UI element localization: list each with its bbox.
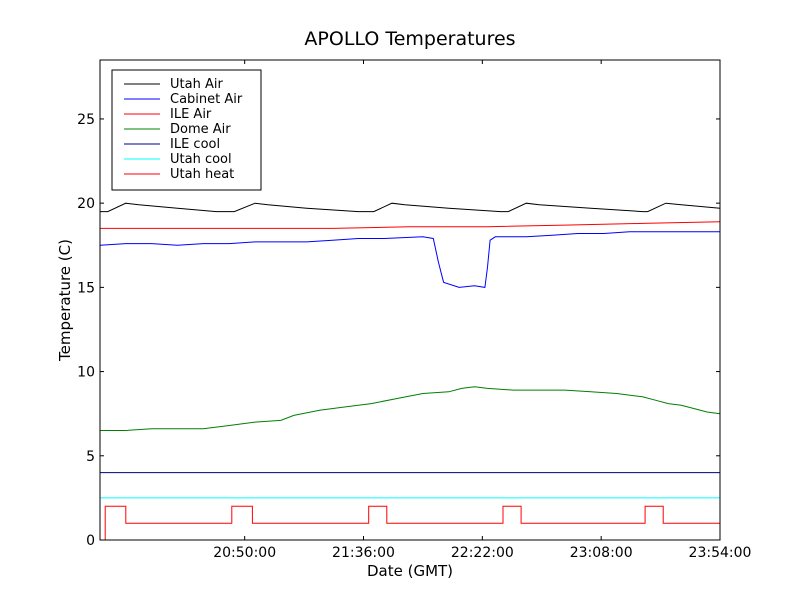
legend-box	[111, 69, 262, 191]
ticks-layer: 20:50:00 21:36:00 22:22:00 23:08:00 23:54:00…	[77, 60, 751, 561]
series-line-ile-air	[100, 221, 721, 229]
y-tick-label: 10	[77, 365, 95, 381]
y-tick-label: 25	[77, 112, 95, 128]
x-tick-label: 23:08:00	[570, 545, 633, 561]
legend-label-cabinet-air: Cabinet Air	[170, 92, 243, 107]
series-line-dome-air	[100, 386, 721, 431]
series-line-utah-air	[100, 202, 721, 213]
series-layer	[99, 202, 721, 540]
y-tick-label: 5	[86, 449, 95, 465]
series-line-cabinet-air	[99, 231, 720, 288]
legend-label-dome-air: Dome Air	[170, 122, 231, 137]
series-line-utah-heat	[104, 505, 720, 540]
plot-frame	[99, 59, 721, 541]
legend-label-ile-air: ILE Air	[170, 107, 212, 122]
x-tick-label: 21:36:00	[332, 545, 395, 561]
x-axis-label: Date (GMT)	[367, 562, 453, 580]
y-tick-label: 15	[77, 280, 95, 296]
legend-label-ile-cool: ILE cool	[170, 137, 220, 152]
x-tick-label: 22:22:00	[451, 545, 514, 561]
legend-label-utah-cool: Utah cool	[170, 152, 232, 167]
legend-label-utah-heat: Utah heat	[170, 167, 234, 182]
chart-title: APOLLO Temperatures	[304, 28, 515, 50]
x-tick-label: 23:54:00	[689, 545, 752, 561]
y-tick-label: 0	[86, 533, 95, 549]
x-tick-label: 20:50:00	[213, 545, 276, 561]
legend-label-utah-air: Utah Air	[170, 77, 223, 92]
y-axis-label: Temperature (C)	[56, 239, 74, 362]
y-tick-label: 20	[77, 196, 95, 212]
